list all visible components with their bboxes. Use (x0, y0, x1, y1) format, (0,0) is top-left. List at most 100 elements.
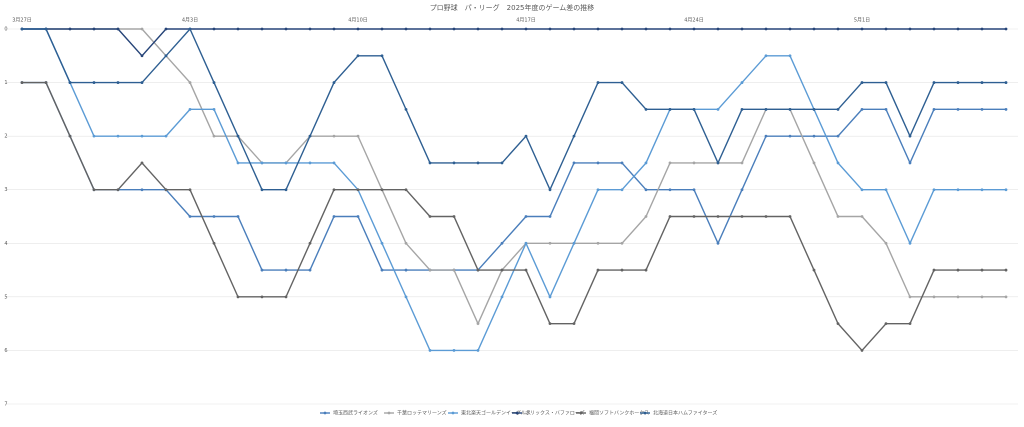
data-point (860, 188, 864, 192)
data-point (932, 188, 936, 192)
data-point (356, 134, 360, 138)
data-point (476, 161, 480, 165)
data-point (932, 81, 936, 84)
data-point (236, 161, 240, 165)
data-point (740, 107, 744, 111)
data-point (668, 161, 672, 165)
data-point (812, 161, 816, 165)
data-point (596, 27, 600, 31)
data-point (572, 134, 576, 138)
data-point (524, 215, 528, 218)
data-point (500, 295, 504, 299)
data-point (188, 215, 192, 218)
data-point (812, 268, 816, 272)
data-point (356, 215, 360, 218)
data-point (188, 188, 192, 192)
data-point (980, 27, 984, 31)
y-tick-label: 6 (4, 348, 7, 354)
data-point (836, 215, 840, 218)
data-point (500, 241, 504, 245)
x-tick-label: 4月3日 (182, 18, 198, 24)
data-point (620, 241, 624, 245)
data-point (164, 188, 168, 192)
data-point (332, 134, 336, 138)
chart-title: プロ野球 パ・リーグ 2025年度のゲーム差の推移 (430, 3, 595, 12)
data-point (836, 107, 840, 111)
data-point (764, 215, 768, 218)
data-point (380, 268, 384, 272)
data-point (236, 295, 240, 299)
data-point (476, 27, 480, 31)
data-point (860, 349, 864, 352)
data-point (956, 107, 960, 111)
data-point (860, 215, 864, 218)
data-point (500, 268, 504, 272)
data-point (452, 268, 456, 272)
y-tick-label: 0 (4, 27, 7, 33)
legend-marker (643, 411, 647, 415)
data-point (404, 188, 408, 192)
data-point (284, 268, 288, 272)
data-point (668, 188, 672, 192)
data-point (596, 81, 600, 84)
data-point (236, 134, 240, 138)
data-point (980, 188, 984, 192)
data-point (788, 54, 792, 58)
data-point (284, 188, 288, 192)
data-point (956, 81, 960, 84)
data-point (620, 27, 624, 31)
series-line (22, 28, 1006, 326)
legend-label: 福岡ソフトバンクホークス (589, 410, 649, 417)
data-point (260, 161, 264, 165)
data-point (644, 215, 648, 218)
data-point (740, 161, 744, 165)
data-point (596, 188, 600, 192)
data-point (548, 215, 552, 218)
data-point (668, 215, 672, 218)
data-point (260, 27, 264, 31)
series (20, 81, 1008, 272)
series-line (22, 81, 1006, 352)
data-point (428, 268, 432, 272)
data-point (620, 81, 624, 84)
data-point (332, 81, 336, 84)
data-point (908, 27, 912, 31)
y-tick-label: 1 (4, 80, 7, 86)
data-point (92, 134, 96, 138)
data-point (452, 349, 456, 352)
data-point (524, 241, 528, 245)
data-point (212, 241, 216, 245)
data-point (140, 54, 144, 58)
data-point (572, 241, 576, 245)
series (20, 27, 1008, 326)
data-point (548, 322, 552, 326)
data-point (308, 134, 312, 138)
data-point (548, 27, 552, 31)
data-point (956, 27, 960, 31)
data-point (668, 107, 672, 111)
data-point (908, 241, 912, 245)
data-point (932, 27, 936, 31)
data-point (956, 188, 960, 192)
data-point (1004, 81, 1008, 84)
data-point (140, 134, 144, 138)
data-point (380, 27, 384, 31)
data-point (380, 241, 384, 245)
data-point (980, 107, 984, 111)
data-point (308, 268, 312, 272)
data-point (812, 107, 816, 111)
data-point (188, 27, 192, 31)
series (20, 27, 1008, 58)
data-point (860, 81, 864, 84)
data-point (980, 81, 984, 84)
data-point (572, 322, 576, 326)
data-point (20, 81, 24, 84)
data-point (236, 215, 240, 218)
data-point (380, 54, 384, 58)
data-point (1004, 107, 1008, 111)
data-point (572, 27, 576, 31)
data-point (524, 268, 528, 272)
data-point (164, 134, 168, 138)
data-point (44, 81, 48, 84)
data-point (404, 107, 408, 111)
